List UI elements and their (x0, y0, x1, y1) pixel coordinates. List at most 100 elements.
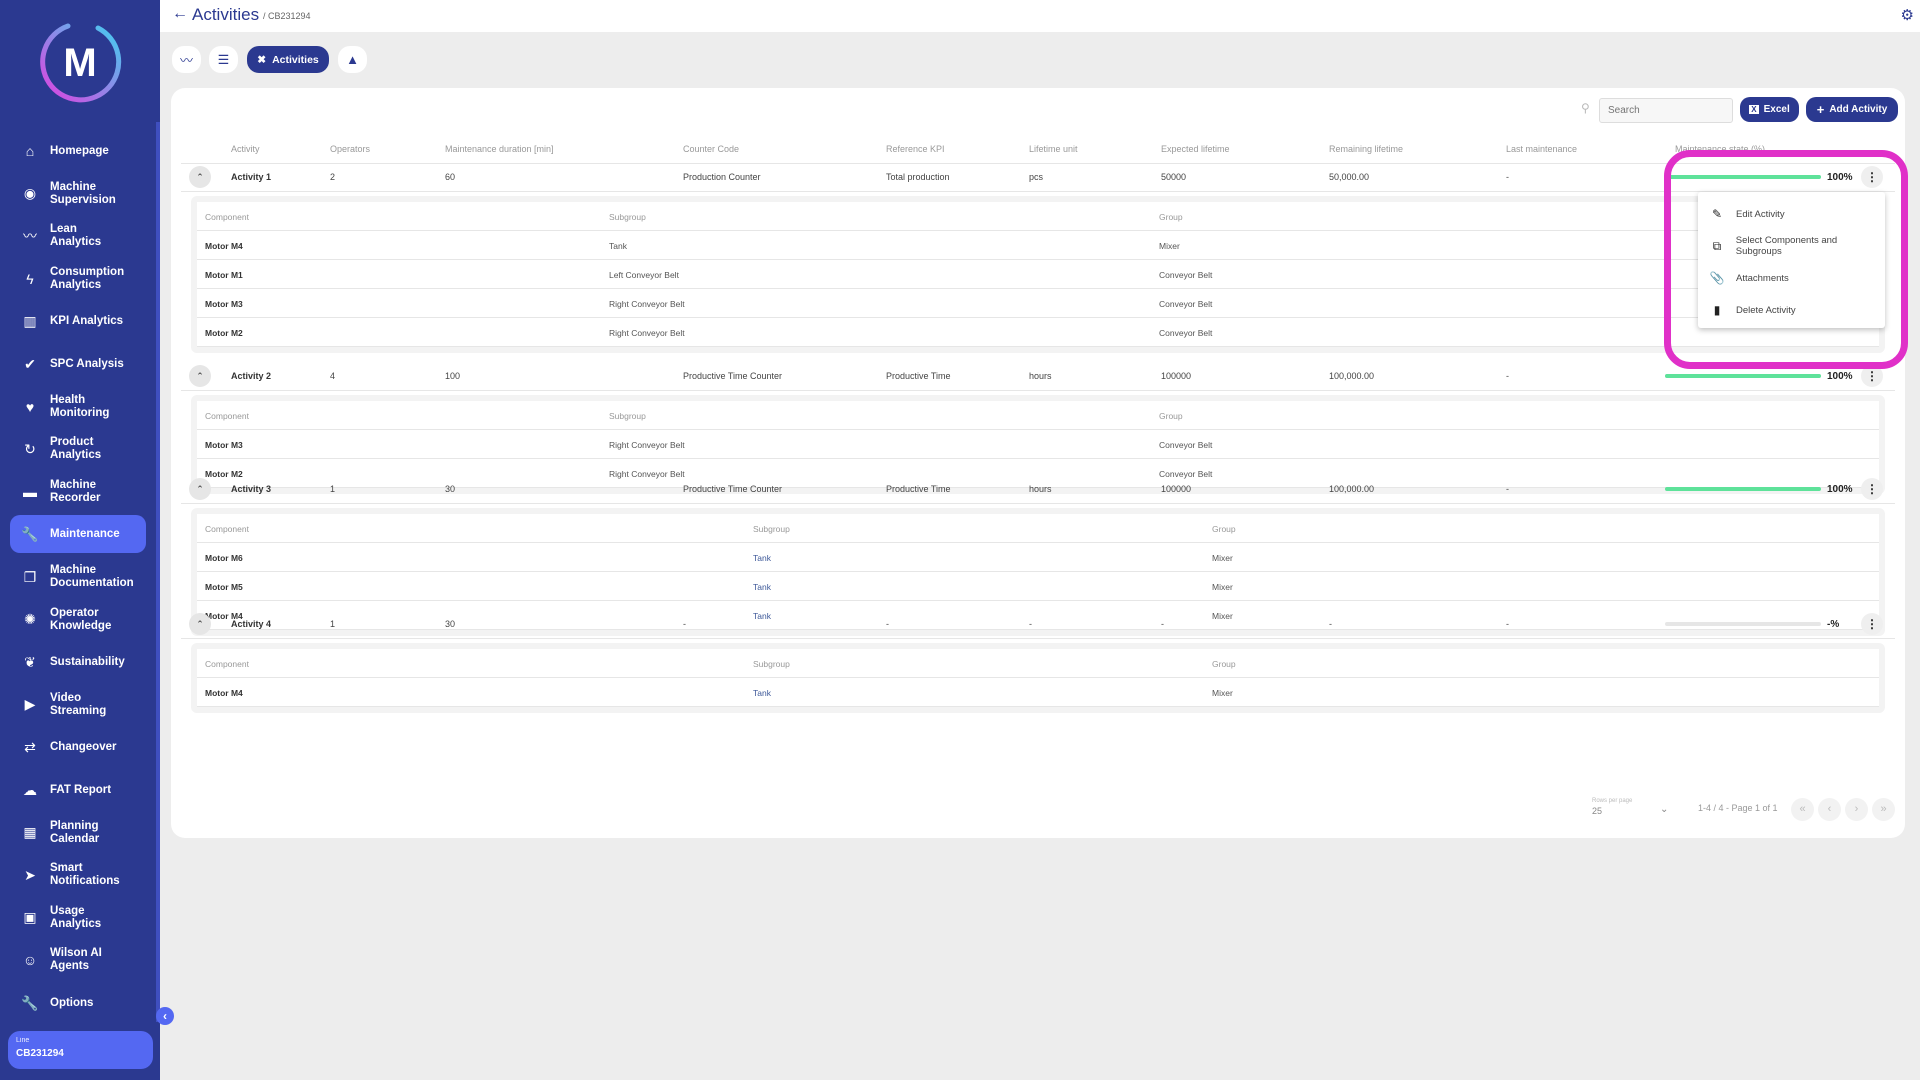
group-name: Mixer (1212, 582, 1233, 592)
component-name: Motor M6 (205, 553, 243, 563)
collapse-sidebar-button[interactable]: ‹ (156, 1007, 174, 1025)
gear-icon[interactable]: ⚙ (1900, 7, 1914, 24)
group-name: Conveyor Belt (1159, 270, 1213, 280)
chevron-down-icon[interactable]: ⌄ (1660, 804, 1669, 815)
collapse-row-button[interactable]: ⌃ (189, 166, 211, 188)
component-row: Motor M4 Tank Mixer (197, 678, 1879, 707)
subtable-header: Component Subgroup Group (197, 202, 1879, 231)
sidebar-item-label: Operator Knowledge (50, 606, 112, 632)
cell-duration: 100 (445, 371, 461, 381)
first-page-button[interactable]: « (1791, 798, 1814, 821)
excel-export-button[interactable]: X Excel (1740, 97, 1799, 122)
sidebar-scrollbar[interactable] (156, 122, 160, 1022)
sidebar-item-changeover[interactable]: ⇄ Changeover (10, 728, 146, 766)
sidebar-item-health-monitoring[interactable]: ♥ Health Monitoring (10, 388, 146, 426)
cell-expected: 100000 (1161, 371, 1192, 381)
maintenance-state: -% (1827, 619, 1840, 630)
sidebar-item-spc-analysis[interactable]: ✔ SPC Analysis (10, 345, 146, 383)
warning-icon: ▲ (346, 52, 359, 67)
maintenance-progress-bar (1665, 175, 1821, 179)
sidebar-item-options[interactable]: 🔧 Options (10, 984, 146, 1022)
back-arrow-icon[interactable]: ← (172, 5, 188, 22)
column-header: Last maintenance (1506, 144, 1578, 154)
list-tab-button[interactable]: ☰ (209, 46, 238, 73)
menu-item-attachments[interactable]: 📎 Attachments (1698, 262, 1885, 294)
column-header: Component (205, 659, 249, 669)
more-actions-button[interactable]: ⋮ (1861, 478, 1883, 500)
menu-item-select-components-and-subgroups[interactable]: ⧉ Select Components and Subgroups (1698, 230, 1885, 262)
prev-page-button[interactable]: ‹ (1818, 798, 1841, 821)
component-row: Motor M3 Right Conveyor Belt Conveyor Be… (197, 289, 1879, 318)
subgroup-name: Right Conveyor Belt (609, 328, 685, 338)
heart-pulse-icon: ♥ (25, 398, 35, 415)
menu-item-edit-activity[interactable]: ✎ Edit Activity (1698, 198, 1885, 230)
cycle-icon: ↻ (24, 440, 36, 457)
sidebar-item-homepage[interactable]: ⌂ Homepage (10, 132, 146, 170)
cell-duration: 30 (445, 484, 456, 494)
tab-activities[interactable]: ✖ Activities (247, 46, 329, 73)
activities-card: ⚲ X Excel + Add Activity Activity Operators… (171, 88, 1905, 838)
trend-tab-button[interactable]: 〰 (172, 46, 201, 73)
rows-per-page-select[interactable]: 25 (1592, 806, 1603, 816)
more-actions-button[interactable]: ⋮ (1861, 613, 1883, 635)
component-row: Motor M2 Right Conveyor Belt Conveyor Be… (197, 459, 1879, 488)
table-row: ⌃ Activity 1 2 60 Production Counter Total pr… (181, 162, 1895, 192)
sidebar-item-machine-documentation[interactable]: ❐ Machine Documentation (10, 558, 146, 596)
table-row: ⌃ Activity 2 4 100 Productive Time Counter Pr… (181, 361, 1895, 391)
sidebar-item-video-streaming[interactable]: ▶ Video Streaming (10, 686, 146, 724)
column-header: Subgroup (753, 524, 790, 534)
svg-text:M: M (63, 41, 96, 85)
column-header: Maintenance state (%) (1675, 144, 1766, 154)
line-selector[interactable]: Line CB231294 (8, 1031, 153, 1069)
sidebar-item-label: Machine Supervision (50, 180, 116, 206)
sidebar-item-planning-calendar[interactable]: ▦ Planning Calendar (10, 814, 146, 852)
sidebar-item-maintenance[interactable]: 🔧 Maintenance (10, 515, 146, 554)
sidebar-item-product-analytics[interactable]: ↻ Product Analytics (10, 430, 146, 468)
collapse-row-button[interactable]: ⌃ (189, 613, 211, 635)
cell-expected: 100000 (1161, 484, 1192, 494)
sidebar-item-label: Machine Recorder (50, 478, 101, 504)
sidebar-item-sustainability[interactable]: ❦ Sustainability (10, 643, 146, 681)
sidebar-item-smart-notifications[interactable]: ➤ Smart Notifications (10, 856, 146, 894)
next-page-button[interactable]: › (1845, 798, 1868, 821)
component-name: Motor M3 (205, 299, 243, 309)
sidebar-item-machine-supervision[interactable]: ◉ Machine Supervision (10, 175, 146, 213)
cell-unit: hours (1029, 484, 1052, 494)
sidebar-item-kpi-analytics[interactable]: ▥ KPI Analytics (10, 302, 146, 340)
components-subtable: Component Subgroup Group Motor M6 Tank M… (191, 508, 1885, 636)
subgroup-name: Right Conveyor Belt (609, 440, 685, 450)
sidebar-item-label: Maintenance (50, 527, 120, 540)
sidebar-item-usage-analytics[interactable]: ▣ Usage Analytics (10, 899, 146, 937)
add-activity-button[interactable]: + Add Activity (1806, 97, 1898, 122)
sidebar-item-consumption-analytics[interactable]: ϟ Consumption Analytics (10, 260, 146, 298)
sidebar-item-fat-report[interactable]: ☁ FAT Report (10, 771, 146, 809)
menu-item-delete-activity[interactable]: ▮ Delete Activity (1698, 294, 1885, 326)
more-actions-button[interactable]: ⋮ (1861, 166, 1883, 188)
cell-kpi: Productive Time (886, 484, 951, 494)
sidebar-item-label: Wilson AI Agents (50, 947, 102, 973)
component-name: Motor M4 (205, 241, 243, 251)
more-actions-button[interactable]: ⋮ (1861, 365, 1883, 387)
group-name: Mixer (1159, 241, 1180, 251)
cell-last: - (1506, 371, 1509, 381)
cell-duration: 60 (445, 172, 456, 182)
collapse-row-button[interactable]: ⌃ (189, 478, 211, 500)
column-header: Operators (330, 144, 371, 154)
double-check-icon: ✔ (24, 355, 36, 372)
last-page-button[interactable]: » (1872, 798, 1895, 821)
sidebar-item-operator-knowledge[interactable]: ✺ Operator Knowledge (10, 601, 146, 639)
search-input[interactable] (1599, 98, 1733, 123)
sidebar-item-lean-analytics[interactable]: 〰 Lean Analytics (10, 217, 146, 255)
recorder-icon: ▬ (23, 483, 37, 500)
cell-kpi: Total production (886, 172, 950, 182)
page-title: Activities (192, 5, 260, 24)
component-name: Motor M1 (205, 270, 243, 280)
excel-icon: X (1749, 105, 1759, 114)
alerts-tab-button[interactable]: ▲ (338, 46, 367, 73)
line-label: Line (16, 1037, 30, 1044)
sidebar-item-label: Planning Calendar (50, 819, 100, 845)
sidebar-item-label: Homepage (50, 144, 109, 157)
sidebar-item-wilson-ai-agents[interactable]: ☺ Wilson AI Agents (10, 941, 146, 979)
sidebar-item-machine-recorder[interactable]: ▬ Machine Recorder (10, 473, 146, 511)
collapse-row-button[interactable]: ⌃ (189, 365, 211, 387)
